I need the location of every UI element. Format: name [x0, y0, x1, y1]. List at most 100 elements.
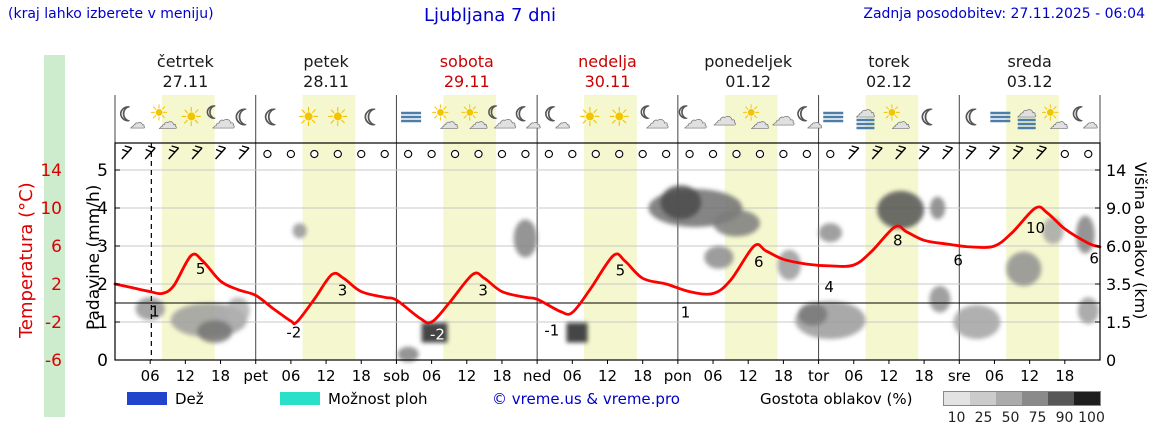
day-name: ponedeljek [704, 52, 793, 71]
cloud-density-tick-row: 10 25 50 75 90 100 [943, 407, 1105, 426]
wind-calm-icon [497, 149, 507, 159]
fog-cloud-icon: ☁ [1016, 97, 1037, 130]
moon-glyph: ☾ [363, 106, 383, 131]
wind-calm-icon [1084, 149, 1093, 159]
x-hour-label: 12 [598, 367, 617, 385]
wind-calm-icon [779, 149, 788, 159]
cloud-glyph: ☁ [807, 114, 823, 132]
wind-calm-icon [685, 149, 694, 159]
moon-glyph: ☾ [234, 106, 254, 131]
wind-calm-icon [286, 149, 296, 159]
cloud-blob [1075, 215, 1095, 254]
moon-icon: ☾ [363, 106, 384, 132]
moon-icon: ☾ [263, 106, 284, 132]
cloud-blob [421, 322, 448, 343]
cloud-density-tick: 100 [1078, 410, 1105, 426]
cloud-moon-icon: ☾☁ [677, 103, 708, 134]
wind-barb-icon [191, 145, 203, 160]
moon-cloud-icon: ☾☁ [514, 103, 541, 133]
sun-icon: ☀ [578, 103, 601, 133]
cloud-blob [929, 196, 946, 220]
wind-barb-icon [871, 145, 883, 160]
fog-icon [823, 111, 844, 123]
wind-calm-icon [263, 149, 272, 159]
last-update-text: Zadnja posodobitev: 27.11.2025 - 06:04 [863, 6, 1145, 22]
x-hour-label: 12 [176, 367, 195, 385]
x-hour-label: 06 [985, 367, 1004, 385]
cloud-glyph: ☁ [750, 110, 769, 133]
temperature-value-label: 6 [953, 251, 963, 269]
cloud-glyph: ☁ [493, 106, 517, 134]
temperature-tick-label: 14 [40, 161, 62, 181]
x-hour-label: 12 [1020, 367, 1039, 385]
moon-icon: ☾ [964, 106, 985, 132]
precip-tick-label: 1 [97, 313, 108, 333]
x-hour-label: 18 [492, 367, 511, 385]
showers-legend-label: Možnost ploh [328, 390, 428, 408]
sun-glyph: ☀ [430, 101, 450, 127]
x-hour-label: 12 [879, 367, 898, 385]
x-day-abbrev-label: pon [664, 367, 692, 385]
moon-glyph: ☾ [796, 103, 814, 126]
cloud-icon: ☁ [771, 103, 796, 132]
wind-barb-icon [168, 145, 180, 160]
x-day-abbrev-label: sre [948, 367, 971, 385]
cloud-blob [566, 322, 588, 343]
x-hour-label: 06 [563, 367, 582, 385]
sun-cloud-icon: ☀☁ [149, 101, 178, 134]
day-name: torek [868, 52, 910, 71]
cloud-blob [713, 209, 760, 237]
moon-glyph: ☾ [206, 103, 222, 123]
page-title: Ljubljana 7 dni [423, 5, 557, 26]
cloud-height-tick-label: 1.5 [1106, 313, 1131, 332]
moon-glyph: ☾ [544, 103, 562, 126]
cloud-glyph: ☁ [469, 110, 488, 133]
cloud-density-segment [1022, 392, 1048, 405]
precip-tick-label: 2 [97, 275, 108, 295]
wind-calm-icon [333, 149, 342, 159]
cloud-density-segment [996, 392, 1022, 405]
wind-barb-icon [1012, 145, 1024, 160]
cloud-glyph: ☁ [855, 98, 875, 122]
fog-icon [990, 111, 1011, 123]
sun-glyph: ☀ [882, 101, 902, 127]
moon-cloud-icon: ☾☁ [796, 103, 823, 133]
rain-legend-label: Dež [175, 390, 204, 408]
day-name: četrtek [157, 52, 215, 71]
cloud-icon: ☁ [712, 103, 737, 132]
wind-calm-icon [521, 149, 530, 159]
sun-cloud-icon: ☀☁ [741, 101, 770, 134]
daylight-band [302, 95, 356, 360]
cloud-height-tick-label: 3.5 [1106, 275, 1131, 294]
moon-cloud-icon: ☾☁ [118, 103, 145, 133]
sun-icon: ☀ [180, 103, 203, 133]
x-hour-label: 06 [844, 367, 863, 385]
wind-barb-icon [1035, 145, 1047, 160]
moon-glyph: ☾ [119, 103, 137, 126]
wind-barb-icon [215, 145, 227, 160]
x-day-abbrev-label: tor [808, 367, 830, 385]
rain-legend-swatch [127, 392, 167, 405]
moon-glyph: ☾ [1072, 103, 1090, 126]
day-name: petek [303, 52, 349, 71]
precip-tick-label: 0 [97, 351, 108, 371]
cloud-blob [818, 223, 843, 243]
wind-calm-icon [474, 149, 483, 159]
sun-cloud-icon: ☀☁ [430, 101, 459, 134]
cloud-blob [953, 304, 1001, 340]
wind-barb-icon [144, 145, 156, 160]
sun-glyph: ☀ [460, 101, 480, 127]
day-date: 01.12 [725, 72, 771, 91]
cloud-blob [197, 320, 233, 343]
precip-tick-label: 4 [97, 199, 108, 219]
temperature-value-label: -2 [430, 325, 445, 343]
cloud-blob [1042, 217, 1064, 245]
cloud-blob [929, 285, 951, 313]
wind-barb-icon [988, 145, 1000, 160]
day-date: 02.12 [866, 72, 912, 91]
sun-glyph: ☀ [149, 101, 169, 127]
copyright-link[interactable]: © vreme.us & vreme.pro [492, 390, 680, 408]
moon-glyph: ☾ [678, 103, 694, 123]
sun-icon: ☀ [297, 103, 320, 133]
